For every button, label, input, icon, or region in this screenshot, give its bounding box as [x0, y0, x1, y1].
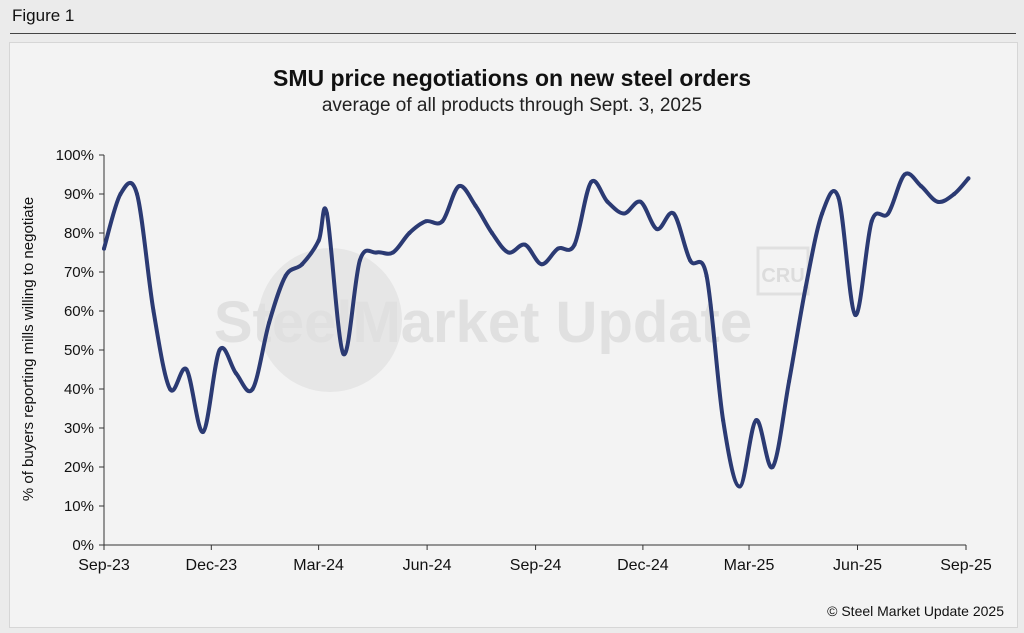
ticks: 0% 10% 20% 30% 40% 50% 60% 70% 80% 90% 100% Sep-23 D… [56, 147, 992, 574]
y-tick-label: 20% [64, 459, 94, 476]
data-point [440, 219, 445, 224]
data-point [704, 273, 709, 278]
data-point [754, 418, 759, 423]
data-point [118, 192, 123, 196]
data-point [341, 351, 346, 356]
data-point [300, 262, 305, 267]
data-point [151, 309, 156, 313]
data-point [234, 371, 239, 376]
y-axis-label: % of buyers reporting mills willing to n… [20, 197, 37, 501]
top-divider [10, 33, 1016, 34]
watermark-text: SteelMarket Update [214, 290, 752, 355]
data-point [456, 184, 461, 189]
data-point [902, 172, 907, 177]
data-point [721, 418, 726, 423]
data-point [886, 211, 891, 216]
y-tick-label: 0% [72, 537, 94, 554]
data-point [423, 219, 428, 224]
x-tick-label: Dec-24 [617, 557, 669, 574]
data-point [966, 176, 971, 181]
data-point [737, 484, 742, 489]
data-point [622, 211, 626, 216]
data-point [787, 379, 792, 384]
copyright-credit: © Steel Market Update 2025 [827, 603, 1004, 619]
y-tick-label: 100% [56, 147, 94, 164]
figure-label: Figure 1 [12, 6, 75, 25]
x-tick-label: Jun-24 [403, 557, 452, 574]
data-point [267, 320, 272, 325]
data-point [770, 465, 775, 469]
data-point [250, 387, 255, 391]
y-tick-label: 10% [64, 498, 94, 515]
data-point [539, 262, 544, 267]
data-point [688, 258, 693, 263]
chart-subtitle: average of all products through Sept. 3,… [321, 95, 703, 116]
data-point [572, 242, 577, 247]
data-point [919, 184, 924, 189]
data-point [324, 211, 329, 216]
x-tick-label: Jun-25 [833, 557, 882, 574]
data-point [407, 231, 412, 235]
data-point [506, 250, 511, 255]
data-point [316, 238, 321, 243]
series [102, 171, 971, 489]
data-point [283, 273, 288, 278]
data-point [217, 348, 222, 352]
data-point [357, 258, 362, 263]
watermark: SteelMarket Update CRU [214, 246, 810, 392]
data-point [184, 367, 189, 372]
x-tick-label: Mar-24 [293, 557, 344, 574]
data-point [473, 203, 478, 208]
y-tick-label: 60% [64, 303, 94, 320]
y-tick-label: 50% [64, 342, 94, 359]
y-tick-label: 40% [64, 381, 94, 398]
data-point [671, 211, 676, 216]
data-point [390, 250, 395, 255]
data-point [820, 211, 825, 216]
y-tick-label: 70% [64, 264, 94, 281]
x-tick-label: Sep-25 [940, 557, 992, 574]
x-tick-label: Mar-25 [724, 557, 775, 574]
data-point [201, 429, 206, 434]
y-tick-label: 30% [64, 420, 94, 437]
data-point [655, 227, 659, 232]
x-tick-label: Sep-24 [510, 557, 562, 574]
y-tick-label: 80% [64, 225, 94, 242]
data-point [952, 192, 957, 196]
x-tick-label: Sep-23 [78, 557, 130, 574]
data-point [490, 231, 494, 235]
data-point [556, 246, 560, 251]
data-point [853, 312, 858, 317]
data-point [638, 199, 643, 204]
cru-logo-text: CRU [761, 265, 804, 287]
data-point [803, 285, 808, 290]
data-point [836, 195, 841, 200]
x-tick-label: Dec-23 [186, 557, 238, 574]
data-point [935, 199, 940, 204]
chart-title: SMU price negotiations on new steel orde… [273, 65, 751, 91]
data-point [869, 219, 874, 224]
watermark-logo-circle [258, 248, 402, 392]
data-point [102, 246, 106, 251]
series-line [102, 171, 971, 489]
data-point [135, 192, 139, 196]
data-point [374, 250, 379, 255]
chart-panel [9, 42, 1018, 628]
data-point [523, 242, 527, 247]
data-point [589, 180, 593, 185]
data-point [605, 199, 610, 204]
y-tick-label: 90% [64, 186, 94, 203]
data-point [168, 387, 172, 391]
